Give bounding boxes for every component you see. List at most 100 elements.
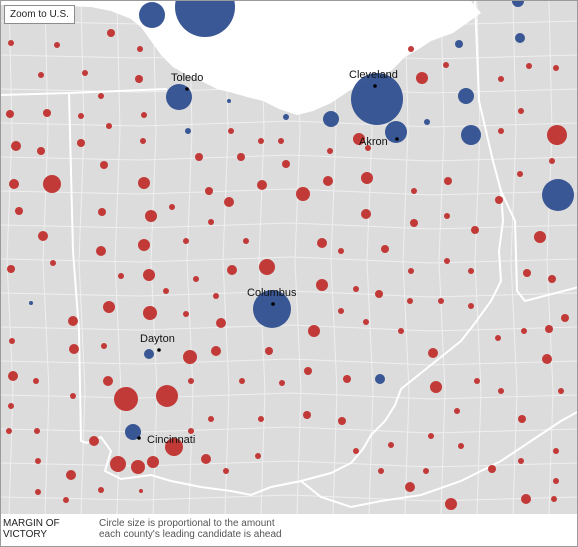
county-circle-republican[interactable] <box>35 489 41 495</box>
county-circle-republican[interactable] <box>183 350 197 364</box>
county-circle-republican[interactable] <box>183 238 189 244</box>
county-circle-democrat[interactable] <box>461 125 481 145</box>
county-circle-democrat[interactable] <box>253 290 291 328</box>
county-circle-republican[interactable] <box>542 354 552 364</box>
county-circle-republican[interactable] <box>498 388 504 394</box>
county-circle-democrat[interactable] <box>125 424 141 440</box>
county-circle-democrat[interactable] <box>227 99 231 103</box>
county-circle-republican[interactable] <box>69 344 79 354</box>
county-circle-republican[interactable] <box>454 408 460 414</box>
county-circle-republican[interactable] <box>259 259 275 275</box>
county-circle-democrat[interactable] <box>175 1 235 37</box>
county-circle-republican[interactable] <box>77 139 85 147</box>
county-circle-republican[interactable] <box>9 338 15 344</box>
county-circle-republican[interactable] <box>6 110 14 118</box>
county-circle-republican[interactable] <box>143 269 155 281</box>
county-circle-republican[interactable] <box>34 428 40 434</box>
county-circle-republican[interactable] <box>227 265 237 275</box>
county-circle-republican[interactable] <box>140 138 146 144</box>
county-circle-republican[interactable] <box>353 133 365 145</box>
county-circle-republican[interactable] <box>7 265 15 273</box>
county-circle-republican[interactable] <box>255 453 261 459</box>
county-circle-republican[interactable] <box>38 231 48 241</box>
county-circle-republican[interactable] <box>165 438 183 456</box>
county-circle-republican[interactable] <box>495 335 501 341</box>
county-circle-republican[interactable] <box>353 286 359 292</box>
county-circle-republican[interactable] <box>495 196 503 204</box>
county-circle-republican[interactable] <box>223 468 229 474</box>
county-circle-republican[interactable] <box>114 387 138 411</box>
county-circle-republican[interactable] <box>137 46 143 52</box>
county-circle-republican[interactable] <box>303 411 311 419</box>
county-circle-democrat[interactable] <box>385 121 407 143</box>
county-circle-republican[interactable] <box>66 470 76 480</box>
county-circle-republican[interactable] <box>139 489 143 493</box>
county-circle-republican[interactable] <box>205 187 213 195</box>
county-circle-republican[interactable] <box>361 172 373 184</box>
county-circle-republican[interactable] <box>43 175 61 193</box>
county-circle-republican[interactable] <box>549 158 555 164</box>
county-circle-republican[interactable] <box>361 209 371 219</box>
city-marker-cincinnati[interactable]: Cincinnati <box>137 434 195 446</box>
county-circle-republican[interactable] <box>8 371 18 381</box>
county-circle-democrat[interactable] <box>375 374 385 384</box>
county-circle-republican[interactable] <box>518 108 524 114</box>
county-circle-republican[interactable] <box>428 348 438 358</box>
county-circle-republican[interactable] <box>444 213 450 219</box>
county-circle-republican[interactable] <box>471 226 479 234</box>
county-circle-republican[interactable] <box>103 376 113 386</box>
county-circle-republican[interactable] <box>33 378 39 384</box>
county-circle-republican[interactable] <box>213 293 219 299</box>
county-circle-republican[interactable] <box>443 62 449 68</box>
county-circle-republican[interactable] <box>6 428 12 434</box>
zoom-to-us-button[interactable]: Zoom to U.S. <box>4 5 75 24</box>
county-circle-republican[interactable] <box>239 378 245 384</box>
county-circle-republican[interactable] <box>138 239 150 251</box>
county-circle-republican[interactable] <box>353 448 359 454</box>
county-circle-republican[interactable] <box>147 456 159 468</box>
county-circle-republican[interactable] <box>224 197 234 207</box>
county-circle-democrat[interactable] <box>166 84 192 110</box>
county-circle-republican[interactable] <box>9 179 19 189</box>
county-circle-republican[interactable] <box>323 176 333 186</box>
county-circle-republican[interactable] <box>258 138 264 144</box>
county-circle-republican[interactable] <box>547 125 567 145</box>
county-circle-democrat[interactable] <box>185 128 191 134</box>
county-circle-republican[interactable] <box>526 63 532 69</box>
county-circle-republican[interactable] <box>338 308 344 314</box>
county-circle-republican[interactable] <box>118 273 124 279</box>
county-circle-republican[interactable] <box>8 403 14 409</box>
county-circle-republican[interactable] <box>308 325 320 337</box>
county-circle-republican[interactable] <box>498 128 504 134</box>
county-circle-democrat[interactable] <box>283 114 289 120</box>
county-circle-democrat[interactable] <box>515 33 525 43</box>
county-circle-republican[interactable] <box>517 171 523 177</box>
county-circle-republican[interactable] <box>304 367 312 375</box>
county-circle-republican[interactable] <box>410 219 418 227</box>
county-circle-republican[interactable] <box>444 177 452 185</box>
county-circle-republican[interactable] <box>89 436 99 446</box>
county-circle-republican[interactable] <box>551 496 557 502</box>
county-circle-republican[interactable] <box>101 343 107 349</box>
county-circle-republican[interactable] <box>534 231 546 243</box>
county-circle-republican[interactable] <box>15 207 23 215</box>
county-circle-republican[interactable] <box>98 487 104 493</box>
county-circle-democrat[interactable] <box>29 301 33 305</box>
county-circle-republican[interactable] <box>405 482 415 492</box>
county-circle-republican[interactable] <box>363 319 369 325</box>
county-circle-republican[interactable] <box>558 388 564 394</box>
county-circle-republican[interactable] <box>8 40 14 46</box>
county-circle-republican[interactable] <box>375 290 383 298</box>
county-circle-republican[interactable] <box>110 456 126 472</box>
county-circle-republican[interactable] <box>458 443 464 449</box>
county-circle-republican[interactable] <box>365 145 371 151</box>
county-circle-republican[interactable] <box>228 128 234 134</box>
county-circle-republican[interactable] <box>96 246 106 256</box>
county-circle-democrat[interactable] <box>455 40 463 48</box>
county-circle-republican[interactable] <box>183 311 189 317</box>
county-circle-republican[interactable] <box>317 238 327 248</box>
county-circle-republican[interactable] <box>68 316 78 326</box>
county-circle-republican[interactable] <box>278 138 284 144</box>
county-circle-republican[interactable] <box>343 375 351 383</box>
city-marker-akron[interactable]: Akron <box>359 136 399 148</box>
